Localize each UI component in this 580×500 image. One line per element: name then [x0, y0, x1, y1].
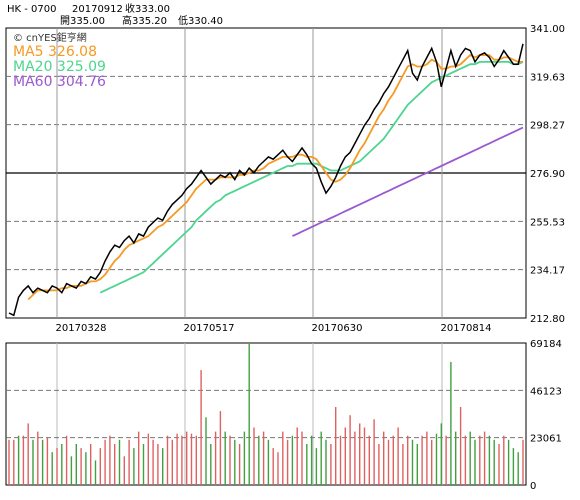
- price-x-tick-label: 20170517: [184, 323, 235, 334]
- volume-panel-frame: [5, 342, 527, 486]
- series-line-ma20: [99, 61, 524, 294]
- price-x-tick-label: 20170328: [56, 323, 107, 334]
- legend-ma20: MA20 325.09: [13, 59, 106, 75]
- series-line-ma60: [292, 126, 524, 237]
- volume-grid: [6, 343, 526, 485]
- volume-bars: [8, 344, 524, 485]
- header-date: 20170912: [72, 4, 123, 15]
- header-symbol: HK - 0700: [7, 4, 57, 15]
- price-y-tick-label: 276.90: [530, 169, 565, 180]
- series-line-close: [8, 43, 524, 317]
- price-x-axis: 20170328 20170517 20170630 20170814: [56, 323, 492, 334]
- price-x-tick-label: 20170630: [312, 323, 363, 334]
- volume-y-tick-label: 0: [530, 481, 536, 492]
- price-y-tick-label: 212.80: [530, 314, 565, 325]
- volume-y-tick-label: 23061: [530, 434, 562, 445]
- header-close: 收333.00: [125, 2, 170, 15]
- series-line-ma5: [27, 54, 523, 301]
- watermark: © cnYES鉅亨網: [13, 31, 87, 44]
- header-high: 高335.20: [122, 14, 167, 27]
- price-grid: [6, 28, 526, 318]
- legend-ma60: MA60 304.76: [13, 74, 106, 90]
- price-x-tick-label: 20170814: [441, 323, 492, 334]
- header-low: 低330.40: [178, 14, 223, 27]
- price-y-tick-label: 319.63: [530, 72, 565, 83]
- price-y-axis: 212.80 234.17 255.53 276.90 298.27 319.63 341.…: [530, 24, 565, 325]
- volume-y-tick-label: 46123: [530, 386, 562, 397]
- price-y-tick-label: 298.27: [530, 121, 565, 132]
- price-y-tick-label: 255.53: [530, 217, 565, 228]
- legend-ma5: MA5 326.08: [13, 44, 97, 60]
- header: HK - 0700 20170912 收333.00 開335.00 高335.…: [7, 2, 223, 27]
- price-series: [8, 43, 524, 317]
- price-y-tick-label: 234.17: [530, 266, 565, 277]
- volume-y-tick-label: 69184: [530, 339, 562, 350]
- header-open: 開335.00: [60, 15, 105, 27]
- volume-y-axis: 0 23061 46123 69184: [530, 339, 562, 492]
- price-y-tick-label: 341.00: [530, 24, 565, 35]
